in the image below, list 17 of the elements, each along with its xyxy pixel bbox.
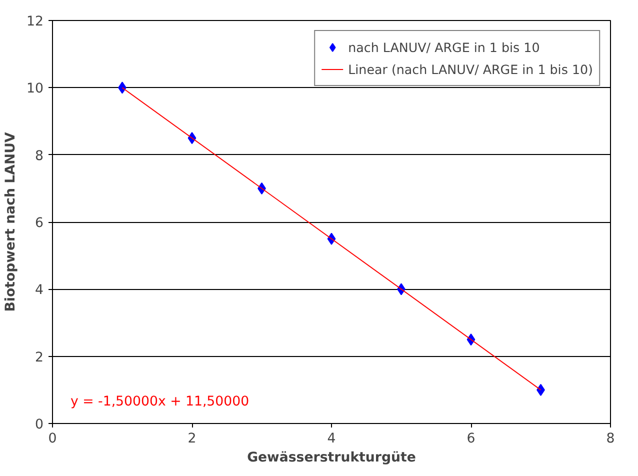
- legend-label: Linear (nach LANUV/ ARGE in 1 bis 10): [348, 62, 593, 76]
- x-tick-label: 2: [188, 432, 196, 446]
- x-axis-title: Gewässerstrukturgüte: [247, 450, 416, 466]
- y-tick-label: 4: [35, 283, 44, 298]
- x-tick-label: 6: [466, 432, 476, 446]
- x-tick-label: 0: [48, 432, 57, 446]
- y-tick-label: 8: [35, 148, 44, 164]
- y-tick-label: 2: [35, 350, 44, 366]
- annotation: y = -1,50000x + 11,50000: [70, 394, 250, 410]
- y-tick-label: 10: [26, 82, 44, 97]
- x-tick-label: 4: [327, 432, 336, 446]
- y-axis-title: Biotopwert nach LANUV: [4, 132, 19, 312]
- legend-label: nach LANUV/ ARGE in 1 bis 10: [348, 40, 540, 54]
- y-tick-label: 6: [35, 216, 44, 231]
- y-tick-label: 12: [26, 14, 44, 30]
- x-tick-label: 8: [606, 432, 615, 446]
- y-tick-label: 0: [35, 418, 44, 432]
